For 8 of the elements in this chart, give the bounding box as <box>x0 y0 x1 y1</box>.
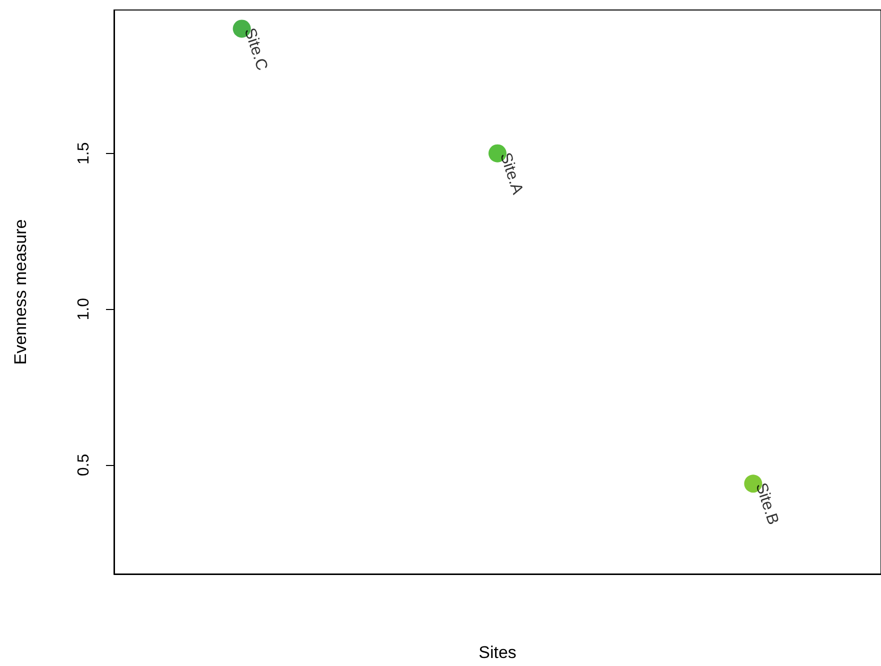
x-axis-title: Sites <box>478 643 516 662</box>
y-axis-title: Evenness measure <box>11 219 30 365</box>
data-label: Site.A <box>496 150 526 197</box>
data-label: Site.C <box>240 26 270 73</box>
y-tick-label: 1.0 <box>76 298 92 320</box>
y-tick-label: 0.5 <box>76 454 92 476</box>
y-tick-label: 1.5 <box>76 142 92 164</box>
data-label: Site.B <box>752 481 782 527</box>
